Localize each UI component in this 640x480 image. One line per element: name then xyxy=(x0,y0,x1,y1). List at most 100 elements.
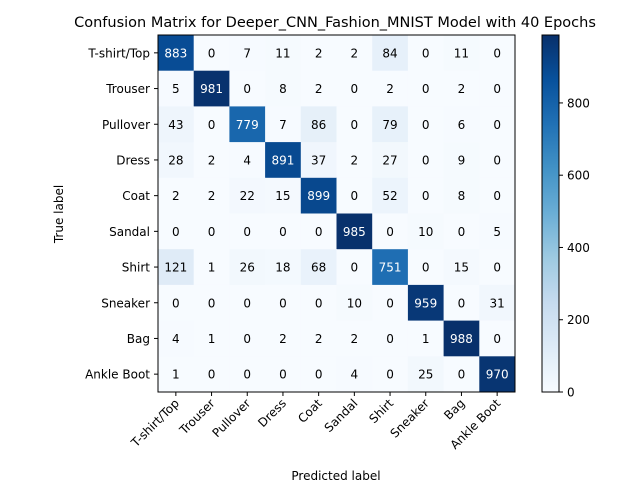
heatmap-cell xyxy=(479,142,516,179)
cell-value-label: 26 xyxy=(240,261,255,275)
heatmap-cell xyxy=(229,106,266,143)
cell-value-label: 0 xyxy=(493,261,501,275)
chart-title: Confusion Matrix for Deeper_CNN_Fashion_… xyxy=(74,15,596,31)
heatmap-cell xyxy=(229,320,266,357)
cell-value-label: 891 xyxy=(271,153,294,167)
heatmap-cell xyxy=(407,106,444,143)
cell-value-label: 84 xyxy=(382,46,397,60)
cell-value-label: 0 xyxy=(386,296,394,310)
heatmap-cell xyxy=(443,356,480,393)
heatmap-cell xyxy=(372,356,409,393)
cell-value-label: 2 xyxy=(208,153,216,167)
cell-value-label: 0 xyxy=(386,225,394,239)
heatmap-cell xyxy=(407,70,444,107)
heatmap-cell xyxy=(407,35,444,72)
cell-value-label: 0 xyxy=(208,368,216,382)
heatmap-cell xyxy=(229,177,266,214)
heatmap-cell xyxy=(372,35,409,72)
heatmap-cell xyxy=(158,35,195,72)
cell-value-label: 0 xyxy=(243,368,251,382)
cell-value-label: 2 xyxy=(315,332,323,346)
heatmap-cell xyxy=(265,249,302,286)
cell-value-label: 121 xyxy=(164,261,187,275)
x-tick-label: Shirt xyxy=(366,396,396,426)
cell-value-label: 0 xyxy=(422,118,430,132)
heatmap-cell xyxy=(479,177,516,214)
colorbar-tick-label: 800 xyxy=(567,96,590,110)
cell-value-label: 8 xyxy=(458,189,466,203)
cell-value-label: 981 xyxy=(200,82,223,96)
cell-value-label: 2 xyxy=(315,82,323,96)
colorbar-tick-label: 0 xyxy=(567,386,575,400)
cell-value-label: 1 xyxy=(208,332,216,346)
cell-value-label: 5 xyxy=(172,82,180,96)
heatmap-cell xyxy=(300,213,337,250)
heatmap-cell xyxy=(158,70,195,107)
heatmap-cell xyxy=(479,284,516,321)
heatmap-cell xyxy=(336,284,373,321)
heatmap-cell xyxy=(193,356,230,393)
heatmap-cell xyxy=(265,70,302,107)
heatmap-cell xyxy=(443,249,480,286)
cell-value-label: 0 xyxy=(422,189,430,203)
cell-value-label: 0 xyxy=(458,368,466,382)
cell-value-label: 10 xyxy=(347,296,362,310)
heatmap-cell xyxy=(158,356,195,393)
heatmap-cell xyxy=(193,70,230,107)
cell-value-label: 0 xyxy=(243,332,251,346)
cell-value-label: 52 xyxy=(382,189,397,203)
heatmap-cell xyxy=(372,213,409,250)
heatmap-cell xyxy=(265,177,302,214)
cell-value-label: 0 xyxy=(208,46,216,60)
heatmap-cell xyxy=(193,177,230,214)
heatmap-cell xyxy=(372,142,409,179)
y-tick-label: Sandal xyxy=(109,225,150,239)
cell-value-label: 25 xyxy=(418,368,433,382)
cell-value-label: 0 xyxy=(422,261,430,275)
heatmap-cell xyxy=(158,106,195,143)
cell-value-label: 2 xyxy=(351,332,359,346)
heatmap-cell xyxy=(479,213,516,250)
cell-value-label: 0 xyxy=(208,296,216,310)
cell-value-label: 4 xyxy=(351,368,359,382)
heatmap-cell xyxy=(193,249,230,286)
heatmap-cell xyxy=(158,142,195,179)
heatmap-cell xyxy=(229,284,266,321)
heatmap-cell xyxy=(229,35,266,72)
heatmap-cell xyxy=(265,106,302,143)
heatmap-cell xyxy=(158,177,195,214)
heatmap-cell xyxy=(300,249,337,286)
colorbar-tick-label: 200 xyxy=(567,313,590,327)
heatmap-cell xyxy=(300,106,337,143)
cell-value-label: 7 xyxy=(279,118,287,132)
heatmap-cell xyxy=(336,249,373,286)
colorbar-tick-label: 400 xyxy=(567,241,590,255)
x-tick-label: T-shirt/Top xyxy=(128,396,182,450)
cell-value-label: 0 xyxy=(279,368,287,382)
heatmap-cell xyxy=(229,70,266,107)
heatmap-cell xyxy=(336,70,373,107)
y-tick-label: Dress xyxy=(116,153,150,167)
cell-value-label: 15 xyxy=(275,189,290,203)
cell-value-label: 0 xyxy=(386,332,394,346)
cell-value-label: 4 xyxy=(243,153,251,167)
cell-value-label: 0 xyxy=(493,332,501,346)
heatmap-cell xyxy=(479,70,516,107)
cell-value-label: 2 xyxy=(279,332,287,346)
heatmap-cell xyxy=(336,142,373,179)
heatmap-cell xyxy=(443,177,480,214)
heatmap-cell xyxy=(407,249,444,286)
x-tick-label: Bag xyxy=(441,396,467,422)
cell-value-label: 0 xyxy=(422,153,430,167)
heatmap-cell xyxy=(443,35,480,72)
y-axis-label: True label xyxy=(52,185,66,244)
heatmap-frame xyxy=(157,34,516,393)
y-tick-label: Sneaker xyxy=(101,296,150,310)
heatmap-cell xyxy=(336,106,373,143)
heatmap-cell xyxy=(479,249,516,286)
cell-value-label: 8 xyxy=(279,82,287,96)
cell-value-label: 0 xyxy=(493,46,501,60)
y-tick-label: Trouser xyxy=(105,82,150,96)
heatmap-cell xyxy=(479,106,516,143)
